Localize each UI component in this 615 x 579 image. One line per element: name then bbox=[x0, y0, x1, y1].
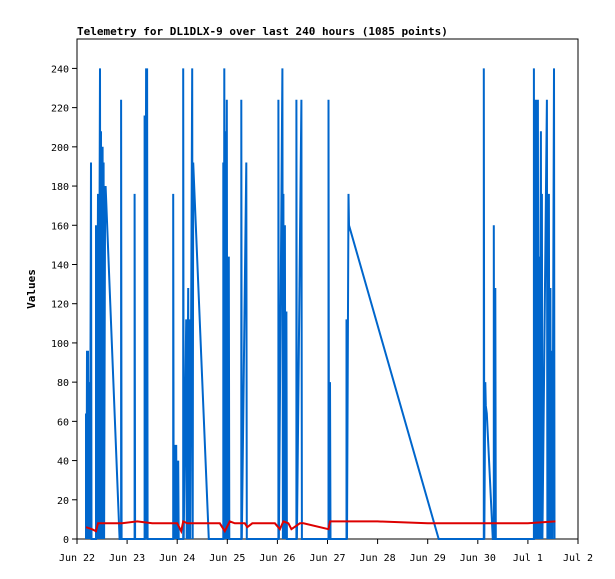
y-tick-label: 0 bbox=[63, 535, 69, 546]
y-tick-label: 20 bbox=[57, 496, 69, 507]
x-tick-label: Jun 27 bbox=[309, 553, 345, 564]
y-tick-label: 180 bbox=[51, 182, 69, 193]
series-line-blue bbox=[85, 68, 556, 540]
x-tick-label: Jun 25 bbox=[209, 553, 245, 564]
y-tick-label: 160 bbox=[51, 221, 69, 232]
y-tick-label: 120 bbox=[51, 300, 69, 311]
y-tick-label: 220 bbox=[51, 104, 69, 115]
x-tick-label: Jun 28 bbox=[360, 553, 396, 564]
y-tick-label: 80 bbox=[57, 378, 69, 389]
chart-title: Telemetry for DL1DLX-9 over last 240 hou… bbox=[77, 25, 448, 38]
x-tick-label: Jul 1 bbox=[513, 553, 543, 564]
y-tick-label: 60 bbox=[57, 417, 69, 428]
series-layer bbox=[85, 68, 556, 540]
x-tick-label: Jun 29 bbox=[410, 553, 446, 564]
y-tick-label: 240 bbox=[51, 64, 69, 75]
y-axis: 0 20 40 60 80 100 120 140 160 180 200 220 240 bbox=[51, 64, 77, 546]
x-tick-label: Jun 23 bbox=[109, 553, 145, 564]
series-line-red bbox=[85, 519, 556, 535]
x-tick-label: Jun 30 bbox=[460, 553, 496, 564]
y-tick-label: 100 bbox=[51, 339, 69, 350]
y-tick-label: 200 bbox=[51, 143, 69, 154]
y-tick-label: 140 bbox=[51, 260, 69, 271]
x-tick-label: Jun 26 bbox=[259, 553, 295, 564]
x-tick-label: Jun 24 bbox=[159, 553, 195, 564]
x-axis: Jun 22 Jun 23 Jun 24 Jun 25 Jun 26 Jun 27 Jun … bbox=[59, 539, 593, 564]
x-tick-label: Jul 2 bbox=[563, 553, 593, 564]
y-axis-label: Values bbox=[25, 269, 38, 309]
x-tick-label: Jun 22 bbox=[59, 553, 95, 564]
y-tick-label: 40 bbox=[57, 457, 69, 468]
